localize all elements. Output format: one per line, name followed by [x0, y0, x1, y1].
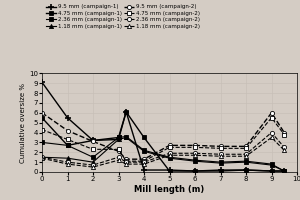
Legend: 9.5 mm (campaign-1), 4.75 mm (campaign-1), 2.36 mm (campaign-1), 1.18 mm (campai: 9.5 mm (campaign-1), 4.75 mm (campaign-1… [45, 3, 201, 30]
X-axis label: Mill length (m): Mill length (m) [134, 185, 205, 194]
Y-axis label: Cumulative oversize %: Cumulative oversize % [20, 83, 26, 163]
